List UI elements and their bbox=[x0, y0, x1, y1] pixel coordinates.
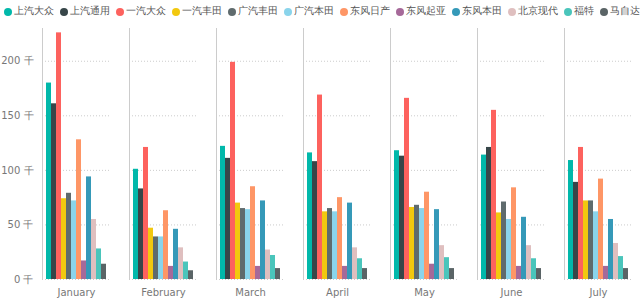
svg-text:January: January bbox=[57, 287, 96, 298]
svg-text:100 千: 100 千 bbox=[1, 165, 33, 176]
svg-text:March: March bbox=[235, 287, 265, 298]
html-text:北京现代: 北京现代 bbox=[518, 5, 558, 16]
svg-text:April: April bbox=[326, 287, 349, 298]
svg-text:50 千: 50 千 bbox=[8, 219, 34, 230]
svg-text:July: July bbox=[589, 287, 608, 298]
html-text:上汽大众: 上汽大众 bbox=[14, 5, 54, 16]
svg-text:150 千: 150 千 bbox=[1, 110, 33, 121]
html-text:福特: 福特 bbox=[574, 5, 594, 16]
html-text:广汽本田: 广汽本田 bbox=[294, 5, 334, 16]
html-text:马自达: 马自达 bbox=[610, 5, 640, 16]
svg-text:June: June bbox=[500, 287, 523, 298]
svg-text:200 千: 200 千 bbox=[1, 55, 33, 66]
svg-text:0 千: 0 千 bbox=[14, 274, 34, 285]
html-text:东风本田: 东风本田 bbox=[462, 5, 502, 16]
html-text:东风起亚: 东风起亚 bbox=[406, 5, 446, 16]
html-text:一汽大众: 一汽大众 bbox=[126, 5, 166, 16]
svg-text:February: February bbox=[141, 287, 185, 298]
html-text:东风日产: 东风日产 bbox=[350, 5, 390, 16]
html-text:广汽丰田: 广汽丰田 bbox=[238, 5, 278, 16]
html-text:一汽丰田: 一汽丰田 bbox=[182, 5, 222, 16]
svg-text:May: May bbox=[414, 287, 435, 298]
html-text:上汽通用: 上汽通用 bbox=[70, 5, 110, 16]
